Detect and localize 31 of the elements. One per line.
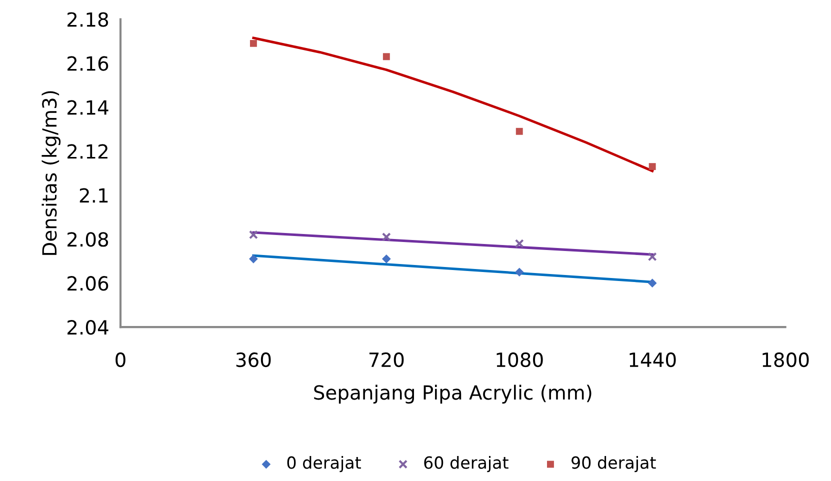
point [648, 163, 656, 170]
y-tick-label: 2.08 [68, 232, 108, 247]
point [648, 252, 657, 262]
point [250, 40, 257, 47]
x-tick-label: 0 [116, 352, 126, 368]
x-tick-label: 360 [236, 352, 271, 368]
y-tick-label: 2.18 [68, 12, 108, 27]
y-tick-label: 2.1 [80, 188, 108, 203]
point [248, 230, 258, 240]
x-tick-label: 1440 [630, 352, 676, 368]
point [249, 254, 258, 264]
y-tick-label: 2.06 [68, 276, 108, 291]
legend-label: 0 derajat [287, 456, 361, 472]
x-tick-label: 1800 [762, 352, 809, 368]
x-tick-label: 720 [369, 352, 404, 368]
x-tick-label: 1080 [496, 352, 543, 368]
legend-label: 60 derajat [424, 456, 508, 472]
y-axis-title: Densitas (kg/m3) [42, 91, 61, 255]
point [648, 278, 657, 288]
point [382, 53, 390, 60]
point [514, 268, 524, 277]
y-tick-label: 2.12 [68, 144, 108, 159]
legend-label: 90 derajat [572, 456, 656, 472]
point [382, 254, 391, 264]
point [382, 232, 391, 242]
y-tick-label: 2.16 [68, 56, 108, 71]
x-axis-title: Sepanjang Pipa Acrylic (mm) [314, 384, 592, 404]
y-tick-label: 2.04 [68, 320, 108, 335]
point [514, 239, 524, 248]
y-tick-label: 2.14 [68, 100, 108, 115]
point [516, 128, 523, 135]
